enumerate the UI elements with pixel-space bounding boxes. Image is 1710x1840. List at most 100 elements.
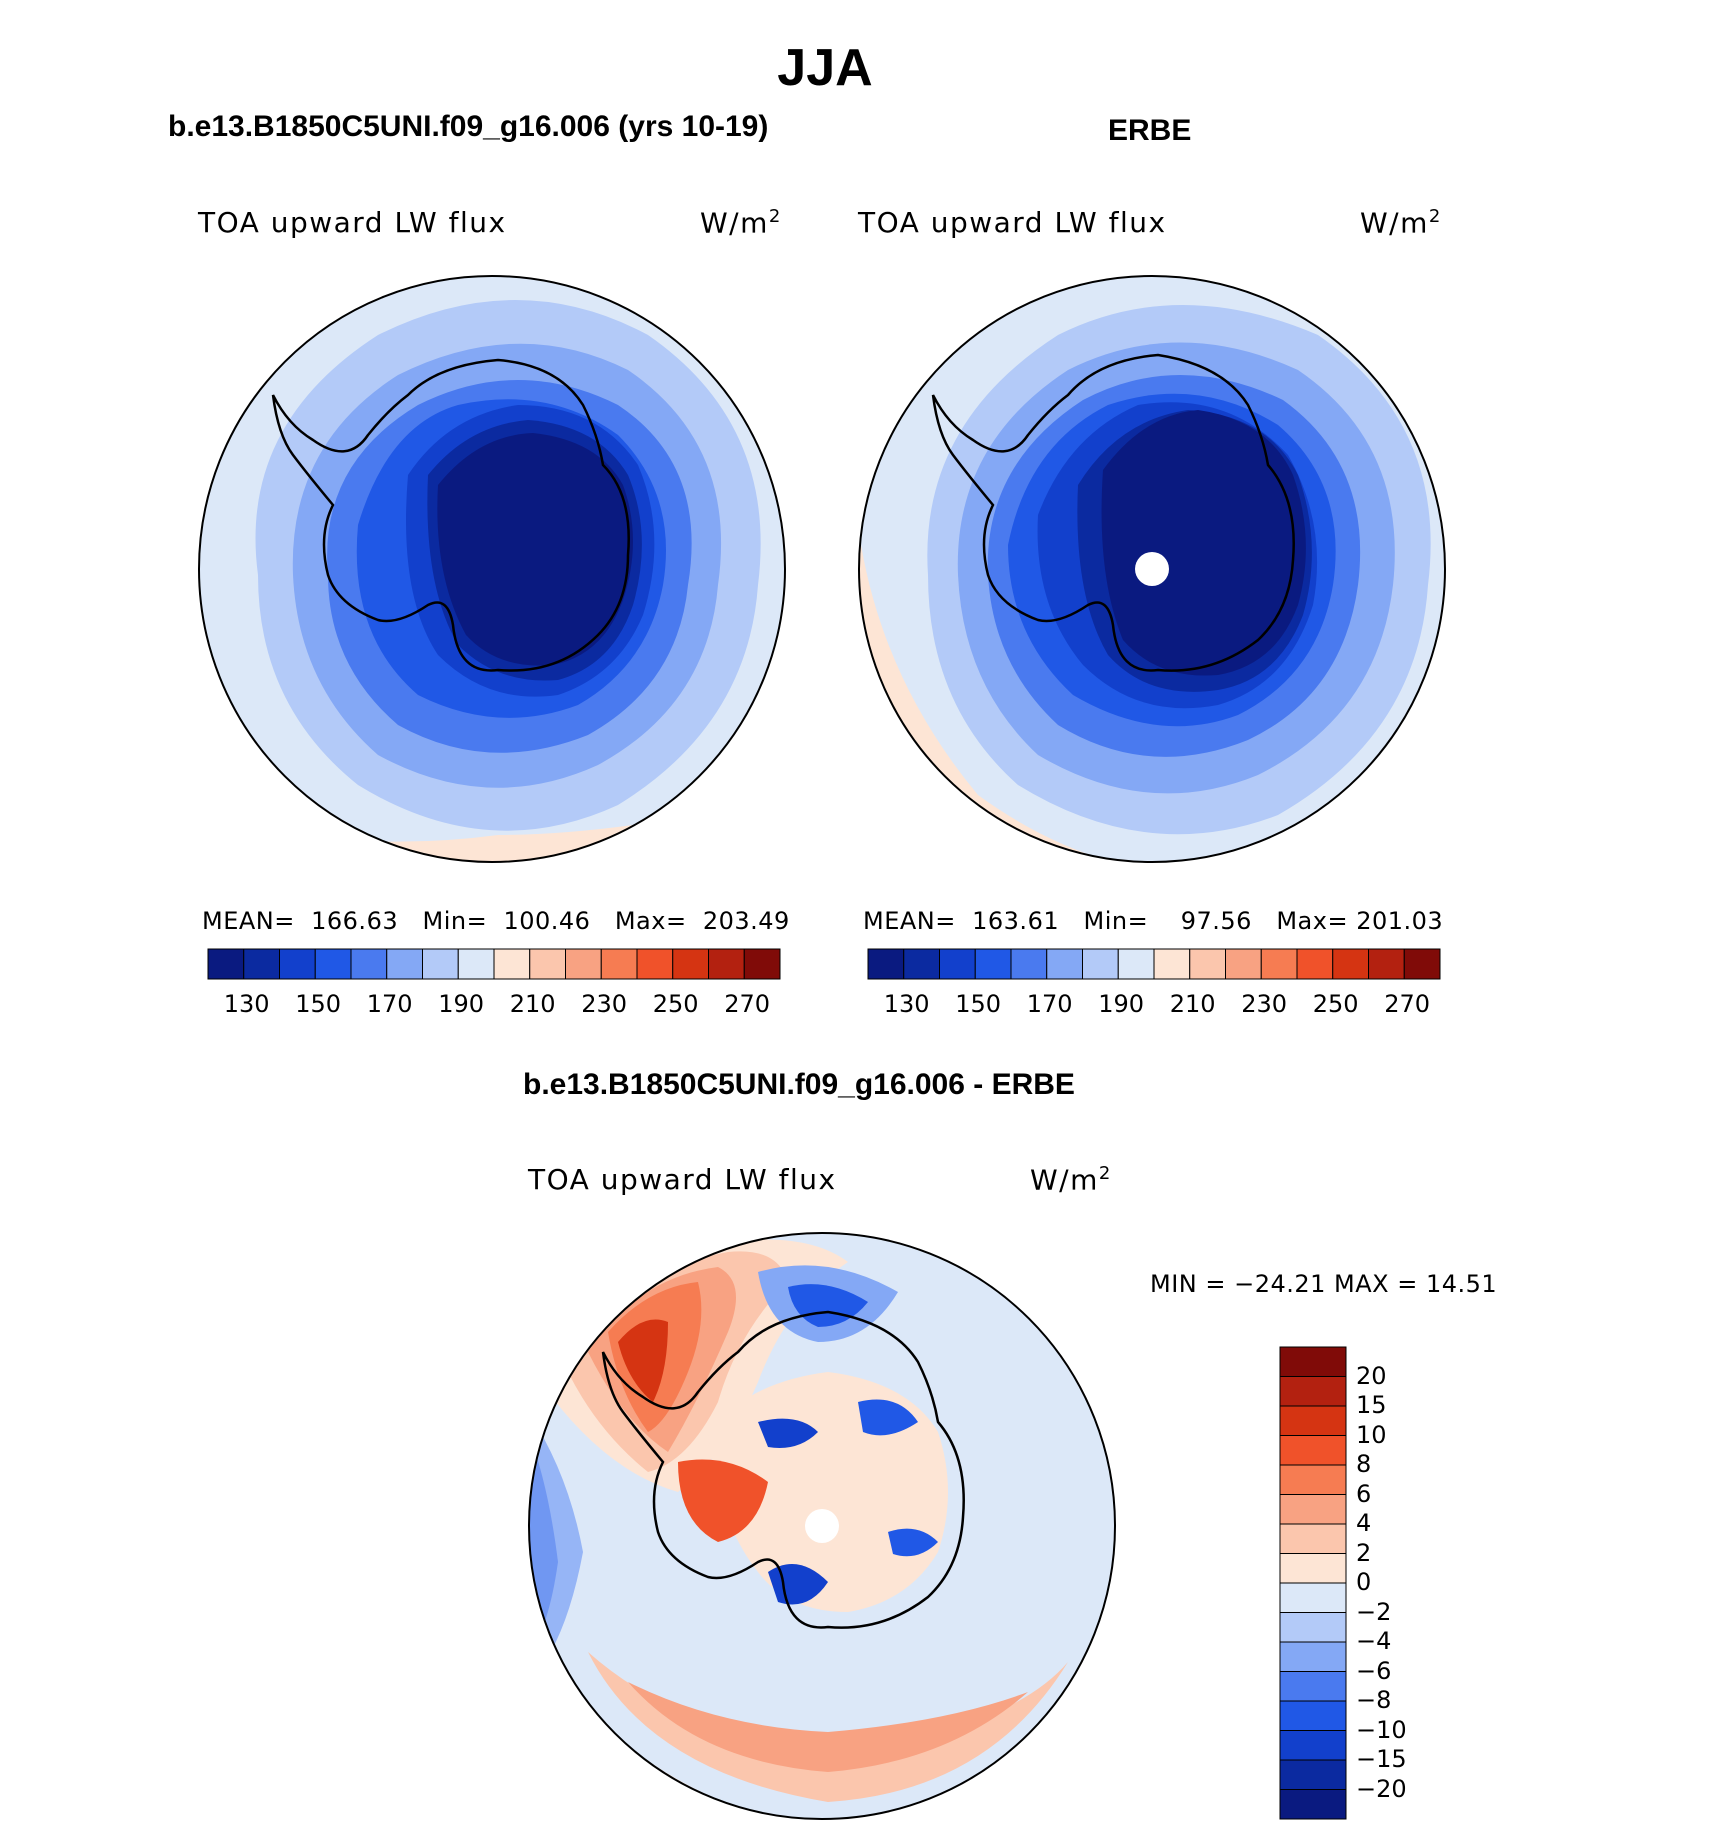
map2-band-1 xyxy=(1101,410,1306,676)
panel-3-minmax: MIN = −24.21 MAX = 14.51 xyxy=(1150,1270,1498,1298)
colorbar-swatch xyxy=(1046,948,1083,980)
colorbar-swatch xyxy=(1279,1730,1347,1761)
colorbar-swatch xyxy=(1403,948,1441,980)
colorbar-swatch xyxy=(1296,948,1334,980)
map1-coastline xyxy=(271,358,630,672)
colorbar-tick-label: 2 xyxy=(1356,1538,1372,1567)
map3-south-orange xyxy=(588,1652,1068,1802)
colorbar-tick-label: 190 xyxy=(1098,990,1145,1018)
colorbar-tick-label: 6 xyxy=(1356,1479,1372,1508)
map3-border xyxy=(528,1232,1116,1820)
colorbar-swatch xyxy=(457,948,495,980)
panel-1-map xyxy=(198,275,786,863)
panel-1-variable: TOA upward LW flux xyxy=(198,206,507,239)
panel-2-colorbar xyxy=(867,948,1441,980)
panel-2-map xyxy=(858,275,1446,863)
colorbar-tick-label: 4 xyxy=(1356,1509,1372,1537)
colorbar-tick-label: 150 xyxy=(295,990,342,1018)
panel-3-colorbar xyxy=(1279,1346,1347,1820)
colorbar-swatch xyxy=(1225,948,1262,980)
map3-interior-blue-a xyxy=(758,1418,818,1448)
colorbar-swatch xyxy=(1189,948,1226,980)
colorbar-swatch xyxy=(1117,948,1155,980)
colorbar-tick-label: 190 xyxy=(438,990,485,1018)
colorbar-swatch xyxy=(867,948,905,980)
colorbar-swatch xyxy=(1279,1553,1347,1584)
colorbar-swatch xyxy=(1279,1464,1347,1495)
colorbar-tick-label: 210 xyxy=(1169,990,1216,1018)
map3-interior-blue-c xyxy=(768,1564,828,1605)
colorbar-swatch xyxy=(1279,1405,1347,1436)
colorbar-swatch xyxy=(1279,1523,1347,1554)
colorbar-swatch xyxy=(1279,1435,1347,1466)
colorbar-tick-label: 15 xyxy=(1356,1391,1387,1419)
colorbar-tick-label: 0 xyxy=(1356,1568,1372,1596)
colorbar-tick-label: 8 xyxy=(1356,1450,1372,1478)
panel-2-title: ERBE xyxy=(1108,114,1192,147)
map3-interior-red xyxy=(678,1459,768,1542)
colorbar-swatch xyxy=(1279,1612,1347,1643)
colorbar-swatch xyxy=(1279,1346,1347,1377)
colorbar-swatch xyxy=(386,948,423,980)
colorbar-swatch xyxy=(243,948,280,980)
colorbar-tick-label: 230 xyxy=(581,990,628,1018)
colorbar-swatch xyxy=(743,948,781,980)
panel-1-colorbar xyxy=(207,948,781,980)
colorbar-tick-label: 270 xyxy=(1384,990,1431,1018)
colorbar-swatch xyxy=(565,948,602,980)
colorbar-tick-label: −6 xyxy=(1356,1656,1392,1685)
panel-1-stats: MEAN= 166.63 Min= 100.46 Max= 203.49 xyxy=(202,907,790,935)
colorbar-swatch xyxy=(672,948,709,980)
map1-band-1 xyxy=(437,433,633,666)
panel-3-title: b.e13.B1850C5UNI.f09_g16.006 - ERBE xyxy=(523,1068,1075,1101)
panel-1-colorbar-ticks: 130 150 170 190 210 230 250 270 xyxy=(208,990,780,1020)
panel-2-stats: MEAN= 163.61 Min= 97.56 Max= 201.03 xyxy=(863,907,1444,935)
panel-3-units: W/m2 xyxy=(1030,1163,1112,1197)
panel-3-map xyxy=(528,1232,1116,1820)
panel-1-title: b.e13.B1850C5UNI.f09_g16.006 (yrs 10-19) xyxy=(168,110,769,143)
map1-border xyxy=(198,275,786,863)
panel-3-variable: TOA upward LW flux xyxy=(528,1163,837,1196)
colorbar-swatch xyxy=(1260,948,1298,980)
colorbar-swatch xyxy=(1279,1582,1347,1613)
colorbar-tick-label: −15 xyxy=(1356,1745,1407,1773)
colorbar-swatch xyxy=(1082,948,1119,980)
colorbar-swatch xyxy=(1279,1759,1347,1790)
panel-2-variable: TOA upward LW flux xyxy=(858,206,1167,239)
colorbar-swatch xyxy=(1279,1641,1347,1672)
map3-interior-blue-b xyxy=(858,1399,918,1436)
colorbar-swatch xyxy=(493,948,531,980)
map3-interior-blue-d xyxy=(888,1528,938,1557)
map3-coastline xyxy=(601,1310,965,1629)
map2-coastline xyxy=(931,353,1295,672)
map3-south-orange2 xyxy=(628,1682,1028,1772)
colorbar-swatch xyxy=(314,948,352,980)
colorbar-swatch xyxy=(600,948,638,980)
colorbar-swatch xyxy=(939,948,976,980)
panel-3-colorbar-ticks: 20 15 10 8 6 4 2 0 −2 −4 −6 −8 −10 −15 −20 xyxy=(1356,1347,1436,1822)
map3-west-blue2 xyxy=(529,1412,583,1672)
colorbar-tick-label: 250 xyxy=(1312,990,1359,1018)
colorbar-tick-label: 230 xyxy=(1241,990,1288,1018)
colorbar-tick-label: −8 xyxy=(1356,1686,1392,1714)
colorbar-swatch xyxy=(636,948,674,980)
colorbar-tick-label: 170 xyxy=(366,990,413,1018)
colorbar-swatch xyxy=(1279,1700,1347,1731)
map2-pole-hole xyxy=(1135,552,1169,586)
colorbar-swatch xyxy=(207,948,245,980)
colorbar-swatch xyxy=(350,948,388,980)
colorbar-tick-label: −20 xyxy=(1356,1774,1407,1803)
colorbar-tick-label: 170 xyxy=(1026,990,1073,1018)
colorbar-swatch xyxy=(1332,948,1369,980)
colorbar-tick-label: 10 xyxy=(1356,1420,1387,1449)
colorbar-tick-label: 150 xyxy=(955,990,1002,1018)
colorbar-swatch xyxy=(1368,948,1405,980)
panel-2-colorbar-ticks: 130 150 170 190 210 230 250 270 xyxy=(868,990,1440,1020)
panel-2-units: W/m2 xyxy=(1360,206,1442,240)
colorbar-swatch xyxy=(1010,948,1048,980)
colorbar-swatch xyxy=(422,948,459,980)
colorbar-swatch xyxy=(529,948,566,980)
colorbar-tick-label: 130 xyxy=(883,990,930,1018)
main-title: JJA xyxy=(777,39,873,97)
colorbar-tick-label: −2 xyxy=(1356,1597,1392,1626)
